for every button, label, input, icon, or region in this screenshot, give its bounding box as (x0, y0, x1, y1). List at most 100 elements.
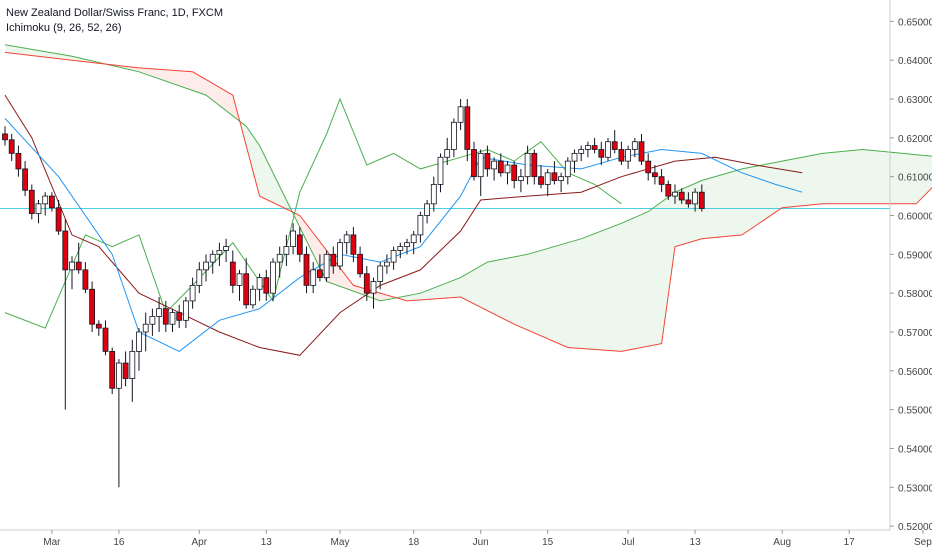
leading-span-a-line (4, 44, 932, 302)
candle-body (142, 323, 149, 333)
candle-body (464, 106, 471, 150)
candle-body (424, 203, 431, 216)
candle-body (397, 246, 404, 251)
candle-body (69, 261, 75, 271)
price-axis-label: 0.60000 (898, 211, 932, 222)
symbol-title: New Zealand Dollar/Swiss Franc, 1D, FXCM (6, 7, 224, 19)
price-axis-label: 0.58000 (898, 289, 932, 300)
candle-body (672, 191, 678, 197)
candle-body (698, 191, 705, 209)
candle-body (169, 312, 176, 325)
chart-legend: New Zealand Dollar/Swiss Franc, 1D, FXCM… (6, 6, 223, 36)
candle-body (491, 160, 498, 170)
candle-body (578, 149, 585, 154)
time-axis-label: Mar (43, 537, 61, 548)
cloud-bullish (396, 149, 932, 352)
candle-body (471, 149, 477, 178)
candle-body (42, 195, 49, 205)
time-axis-label: Apr (192, 537, 208, 548)
candle-body (8, 139, 15, 154)
candle-body (531, 152, 538, 178)
candle-body (410, 234, 417, 244)
time-axis-label: 13 (261, 537, 273, 548)
candle-body (55, 207, 62, 232)
candle-body (665, 184, 672, 197)
candle-body (49, 195, 55, 209)
candle-body (337, 242, 343, 267)
candle-body (22, 168, 29, 191)
candle-body (678, 191, 685, 201)
time-axis-label: Aug (773, 537, 791, 548)
candle-body (196, 269, 203, 286)
candle-body (156, 308, 163, 317)
leading-span-b-line (4, 51, 932, 352)
price-axis-label: 0.63000 (898, 95, 932, 106)
indicator-label: Ichimoku (9, 26, 52, 26) (6, 22, 122, 34)
time-axis-label: Jul (622, 537, 635, 548)
candle-body (558, 176, 564, 181)
candle-body (591, 145, 598, 150)
candle-body (290, 230, 297, 247)
time-axis-label: 18 (408, 537, 420, 548)
price-axis-label: 0.61000 (898, 173, 932, 184)
time-axis-label: 16 (113, 537, 125, 548)
candle-body (417, 215, 424, 236)
candle-body (551, 172, 558, 181)
cloud-bullish (241, 122, 294, 214)
time-axis-label: 15 (542, 537, 554, 548)
candle-body (35, 203, 42, 214)
candle-body (450, 121, 457, 150)
price-axis-label: 0.53000 (898, 483, 932, 494)
candle-body (437, 156, 444, 185)
candle-body (571, 152, 578, 162)
candle-body (511, 164, 518, 181)
candle-body (122, 362, 129, 379)
price-axis-label: 0.52000 (898, 522, 932, 533)
candle-body (330, 253, 337, 267)
candle-body (276, 253, 283, 263)
candle-body (524, 152, 531, 178)
candle-body (598, 149, 605, 158)
candle-body (296, 234, 303, 255)
candle-body (303, 253, 310, 286)
candle-body (2, 133, 8, 141)
time-axis-label: 17 (844, 537, 856, 548)
candle-body (685, 199, 692, 205)
candle-body (243, 273, 250, 306)
price-axis-label: 0.56000 (898, 367, 932, 378)
price-axis-label: 0.64000 (898, 56, 932, 67)
price-axis-label: 0.59000 (898, 250, 932, 261)
time-axis-label: 13 (690, 537, 702, 548)
cloud-bullish (5, 44, 108, 65)
candle-body (109, 350, 116, 389)
conversion-line (4, 118, 803, 352)
candle-body (209, 253, 216, 263)
candle-body (538, 176, 544, 185)
candle-body (162, 308, 169, 325)
candle-body (692, 191, 698, 205)
candle-body (236, 273, 243, 286)
candle-body (223, 246, 230, 251)
candle-body (477, 152, 484, 178)
candle-body (216, 250, 223, 255)
candle-body (256, 277, 263, 290)
candle-body (283, 246, 290, 255)
candle-body (377, 265, 384, 282)
price-axis-label: 0.54000 (898, 444, 932, 455)
candle-body (62, 230, 69, 271)
candle-body (229, 261, 236, 286)
candle-body (605, 141, 611, 158)
candle-body (263, 277, 270, 294)
candle-body (75, 261, 82, 271)
candle-body (323, 253, 330, 279)
candle-body (129, 350, 136, 379)
candle-body (390, 250, 397, 263)
candle-body (15, 152, 22, 170)
candle-body (497, 160, 504, 174)
candle-body (203, 261, 209, 271)
price-axis-label: 0.65000 (898, 17, 932, 28)
time-axis-label: Sep (914, 537, 932, 548)
candle-body (504, 164, 511, 174)
